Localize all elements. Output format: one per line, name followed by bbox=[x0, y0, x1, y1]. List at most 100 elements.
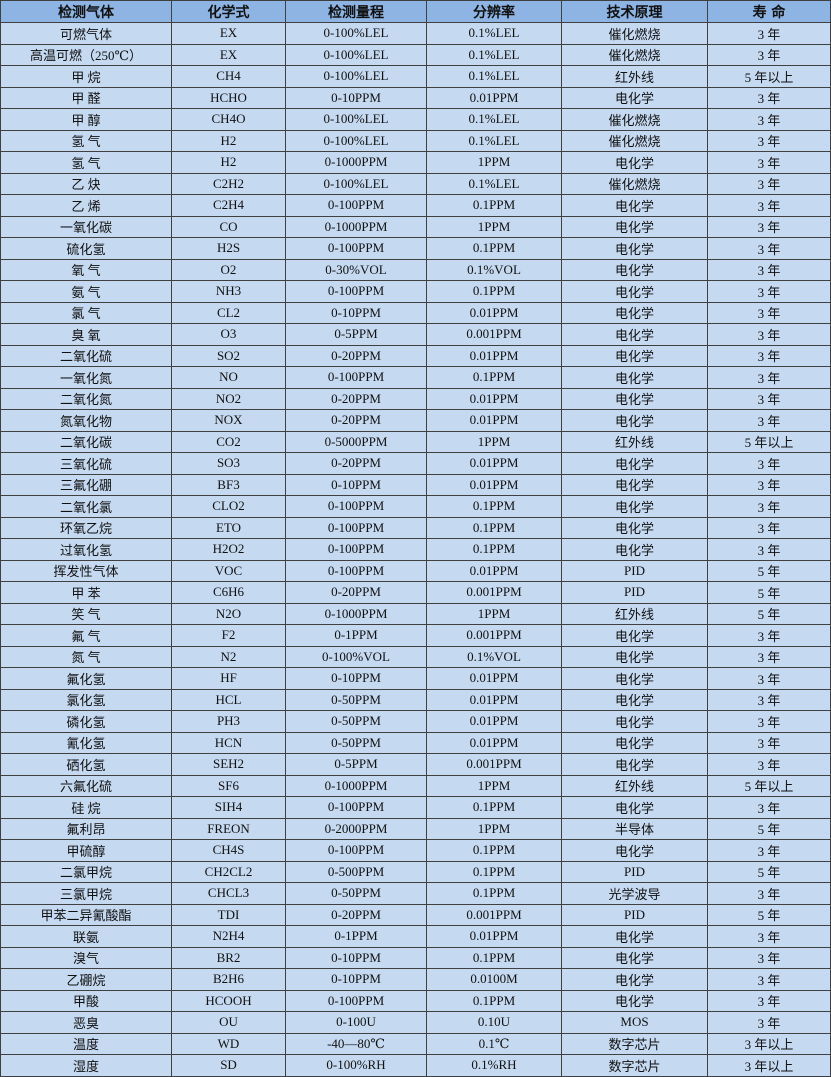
lifespan-cell: 3 年 bbox=[707, 215, 831, 238]
formula-cell: CH4S bbox=[171, 839, 286, 862]
table-row: 氧 气 O2 0-30%VOL 0.1%VOL 电化学 3 年 bbox=[0, 258, 831, 281]
range-cell: 0-20PPM bbox=[285, 344, 427, 367]
lifespan-cell: 3 年 bbox=[707, 43, 831, 66]
table-row: 甲酸 HCOOH 0-100PPM 0.1PPM 电化学 3 年 bbox=[0, 989, 831, 1012]
formula-cell: N2 bbox=[171, 645, 286, 668]
range-cell: 0-10PPM bbox=[285, 968, 427, 991]
formula-cell: CHCL3 bbox=[171, 882, 286, 905]
header-formula: 化学式 bbox=[171, 0, 286, 23]
gas-cell: 三氟化硼 bbox=[0, 473, 172, 496]
range-cell: 0-100PPM bbox=[285, 366, 427, 389]
table-row: 乙 烯 C2H4 0-100PPM 0.1PPM 电化学 3 年 bbox=[0, 194, 831, 217]
gas-cell: 二氧化碳 bbox=[0, 430, 172, 453]
lifespan-cell: 3 年 bbox=[707, 409, 831, 432]
resolution-cell: 0.1%LEL bbox=[426, 43, 562, 66]
principle-cell: 催化燃烧 bbox=[561, 22, 708, 45]
formula-cell: HCL bbox=[171, 688, 286, 711]
table-row: 联氨 N2H4 0-1PPM 0.01PPM 电化学 3 年 bbox=[0, 925, 831, 948]
range-cell: 0-100%RH bbox=[285, 1054, 427, 1077]
gas-cell: 二氯甲烷 bbox=[0, 860, 172, 883]
principle-cell: 红外线 bbox=[561, 774, 708, 797]
table-row: 氟化氢 HF 0-10PPM 0.01PPM 电化学 3 年 bbox=[0, 667, 831, 690]
gas-cell: 一氧化碳 bbox=[0, 215, 172, 238]
lifespan-cell: 3 年 bbox=[707, 194, 831, 217]
gas-cell: 甲 烷 bbox=[0, 65, 172, 88]
lifespan-cell: 3 年 bbox=[707, 796, 831, 819]
lifespan-cell: 3 年以上 bbox=[707, 1054, 831, 1077]
range-cell: 0-100%VOL bbox=[285, 645, 427, 668]
gas-cell: 温度 bbox=[0, 1032, 172, 1055]
table-row: 氨 气 NH3 0-100PPM 0.1PPM 电化学 3 年 bbox=[0, 280, 831, 303]
range-cell: 0-5PPM bbox=[285, 753, 427, 776]
formula-cell: CH2CL2 bbox=[171, 860, 286, 883]
resolution-cell: 0.1PPM bbox=[426, 237, 562, 260]
principle-cell: 电化学 bbox=[561, 839, 708, 862]
gas-cell: 氟化氢 bbox=[0, 667, 172, 690]
range-cell: 0-100PPM bbox=[285, 237, 427, 260]
gas-cell: 氟 气 bbox=[0, 624, 172, 647]
formula-cell: HCOOH bbox=[171, 989, 286, 1012]
formula-cell: CH4O bbox=[171, 108, 286, 131]
header-row: 检测气体 化学式 检测量程 分辨率 技术原理 寿 命 bbox=[0, 0, 831, 23]
table-row: 笑 气 N2O 0-1000PPM 1PPM 红外线 5 年 bbox=[0, 602, 831, 625]
gas-cell: 氯化氢 bbox=[0, 688, 172, 711]
principle-cell: 催化燃烧 bbox=[561, 108, 708, 131]
formula-cell: NH3 bbox=[171, 280, 286, 303]
resolution-cell: 0.001PPM bbox=[426, 581, 562, 604]
principle-cell: 电化学 bbox=[561, 280, 708, 303]
gas-cell: 甲 苯 bbox=[0, 581, 172, 604]
resolution-cell: 0.001PPM bbox=[426, 753, 562, 776]
formula-cell: CLO2 bbox=[171, 495, 286, 518]
range-cell: 0-10PPM bbox=[285, 301, 427, 324]
gas-cell: 湿度 bbox=[0, 1054, 172, 1077]
formula-cell: N2H4 bbox=[171, 925, 286, 948]
table-row: 乙 炔 C2H2 0-100%LEL 0.1%LEL 催化燃烧 3 年 bbox=[0, 172, 831, 195]
lifespan-cell: 3 年 bbox=[707, 989, 831, 1012]
table-row: 磷化氢 PH3 0-50PPM 0.01PPM 电化学 3 年 bbox=[0, 710, 831, 733]
resolution-cell: 0.1PPM bbox=[426, 516, 562, 539]
table-body: 可燃气体 EX 0-100%LEL 0.1%LEL 催化燃烧 3 年高温可燃（250℃） E… bbox=[0, 22, 831, 1077]
principle-cell: 红外线 bbox=[561, 602, 708, 625]
principle-cell: 电化学 bbox=[561, 624, 708, 647]
gas-cell: 甲酸 bbox=[0, 989, 172, 1012]
table-row: 氮 气 N2 0-100%VOL 0.1%VOL 电化学 3 年 bbox=[0, 645, 831, 668]
resolution-cell: 0.1PPM bbox=[426, 796, 562, 819]
principle-cell: 电化学 bbox=[561, 667, 708, 690]
formula-cell: B2H6 bbox=[171, 968, 286, 991]
lifespan-cell: 5 年以上 bbox=[707, 774, 831, 797]
lifespan-cell: 3 年 bbox=[707, 753, 831, 776]
gas-cell: 氧 气 bbox=[0, 258, 172, 281]
formula-cell: HCN bbox=[171, 731, 286, 754]
table-row: 挥发性气体 VOC 0-100PPM 0.01PPM PID 5 年 bbox=[0, 559, 831, 582]
principle-cell: PID bbox=[561, 581, 708, 604]
table-row: 二氧化硫 SO2 0-20PPM 0.01PPM 电化学 3 年 bbox=[0, 344, 831, 367]
table-row: 三氟化硼 BF3 0-10PPM 0.01PPM 电化学 3 年 bbox=[0, 473, 831, 496]
principle-cell: 电化学 bbox=[561, 301, 708, 324]
table-row: 氟 气 F2 0-1PPM 0.001PPM 电化学 3 年 bbox=[0, 624, 831, 647]
table-row: 乙硼烷 B2H6 0-10PPM 0.0100M 电化学 3 年 bbox=[0, 968, 831, 991]
formula-cell: SO2 bbox=[171, 344, 286, 367]
principle-cell: 电化学 bbox=[561, 710, 708, 733]
formula-cell: HCHO bbox=[171, 86, 286, 109]
principle-cell: 电化学 bbox=[561, 753, 708, 776]
resolution-cell: 0.01PPM bbox=[426, 387, 562, 410]
resolution-cell: 0.1PPM bbox=[426, 366, 562, 389]
resolution-cell: 0.01PPM bbox=[426, 710, 562, 733]
gas-cell: 恶臭 bbox=[0, 1011, 172, 1034]
table-row: 硒化氢 SEH2 0-5PPM 0.001PPM 电化学 3 年 bbox=[0, 753, 831, 776]
table-row: 氮氧化物 NOX 0-20PPM 0.01PPM 电化学 3 年 bbox=[0, 409, 831, 432]
formula-cell: SF6 bbox=[171, 774, 286, 797]
formula-cell: NO2 bbox=[171, 387, 286, 410]
formula-cell: HF bbox=[171, 667, 286, 690]
range-cell: 0-1000PPM bbox=[285, 602, 427, 625]
gas-cell: 氰化氢 bbox=[0, 731, 172, 754]
table-row: 甲硫醇 CH4S 0-100PPM 0.1PPM 电化学 3 年 bbox=[0, 839, 831, 862]
principle-cell: 红外线 bbox=[561, 430, 708, 453]
principle-cell: 电化学 bbox=[561, 409, 708, 432]
principle-cell: 电化学 bbox=[561, 688, 708, 711]
table-row: 可燃气体 EX 0-100%LEL 0.1%LEL 催化燃烧 3 年 bbox=[0, 22, 831, 45]
lifespan-cell: 3 年 bbox=[707, 624, 831, 647]
lifespan-cell: 3 年 bbox=[707, 645, 831, 668]
formula-cell: SD bbox=[171, 1054, 286, 1077]
resolution-cell: 0.01PPM bbox=[426, 86, 562, 109]
